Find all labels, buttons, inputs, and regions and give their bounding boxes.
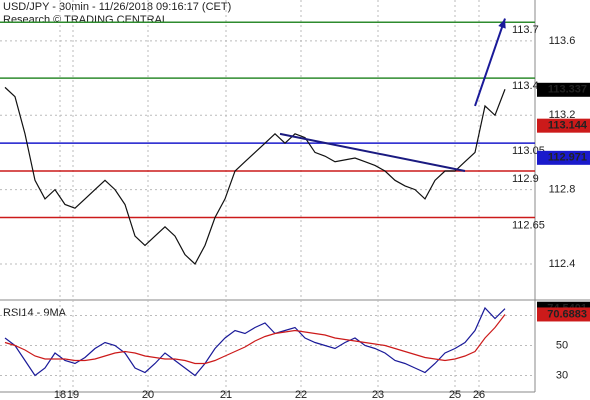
y-tick-label: 113.6 — [549, 35, 576, 47]
x-tick-label: 19 — [67, 389, 79, 400]
level-label: 113.7 — [512, 24, 539, 36]
price-label-box — [537, 118, 590, 133]
x-tick-label: 20 — [142, 389, 154, 400]
price-label: 70.6883 — [547, 308, 587, 320]
chart-title: USD/JPY - 30min - 11/26/2018 09:16:17 (C… — [3, 1, 231, 13]
trendline — [279, 132, 466, 173]
level-label: 113.05 — [512, 145, 545, 157]
price-label-box — [537, 82, 590, 97]
level-label: 112.65 — [512, 219, 545, 231]
y-tick-label: 112.4 — [549, 258, 576, 270]
x-tick-label: 25 — [449, 389, 461, 400]
y-tick-label: 112.8 — [549, 184, 576, 196]
chart-subtitle: Research © TRADING CENTRAL — [3, 14, 168, 26]
series-line — [4, 306, 506, 377]
x-tick-label: 21 — [220, 389, 232, 400]
price-label: 113.337 — [548, 84, 587, 96]
level-label: 113.4 — [512, 80, 539, 92]
x-tick-label: 22 — [295, 389, 307, 400]
y-tick-label: 50 — [556, 339, 568, 351]
price-label: 113.144 — [548, 120, 588, 132]
forecast-arrow — [474, 18, 506, 107]
x-tick-label: 26 — [473, 389, 485, 400]
x-tick-label: 18 — [54, 389, 66, 400]
price-label: 112.971 — [548, 152, 587, 164]
y-tick-label: 113.2 — [549, 109, 576, 121]
price-label-box — [537, 307, 590, 322]
level-label: 112.9 — [512, 173, 539, 185]
arrow-head — [498, 18, 506, 29]
x-tick-label: 23 — [372, 389, 384, 400]
y-tick-label: 30 — [556, 369, 568, 381]
panel-title: RSI14 - 9MA — [3, 307, 67, 319]
series-line — [4, 314, 506, 365]
price-label-box — [537, 150, 590, 165]
series-line — [4, 86, 506, 265]
